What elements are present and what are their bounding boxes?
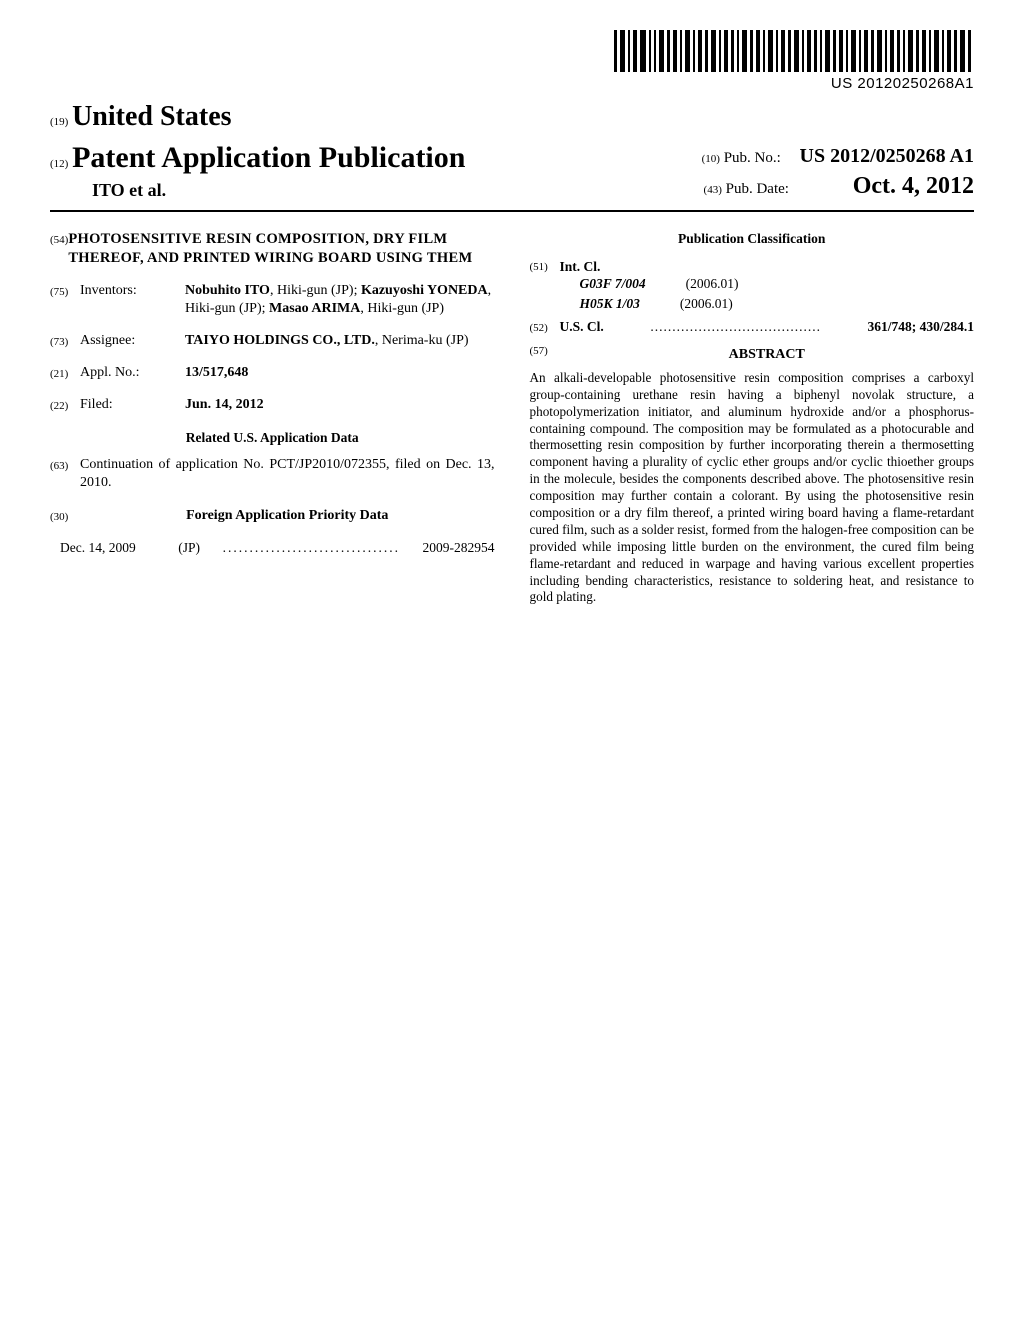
intcl2-code: H05K 1/03	[580, 295, 640, 313]
num57: (57)	[530, 342, 560, 370]
assignee-label: Assignee:	[80, 332, 185, 350]
uscl-dots: .......................................	[607, 318, 864, 336]
assignee-row: (73) Assignee: TAIYO HOLDINGS CO., LTD.,…	[50, 332, 495, 350]
intcl-row: (51) Int. Cl. G03F 7/004 (2006.01) H05K …	[530, 258, 975, 315]
foreign-number: 2009-282954	[422, 539, 494, 557]
pub-no-label: Pub. No.:	[724, 150, 781, 166]
num73: (73)	[50, 332, 80, 350]
num21: (21)	[50, 364, 80, 382]
foreign-header-row: (30) Foreign Application Priority Data	[50, 507, 495, 525]
barcode: US 20120250268A1	[614, 30, 974, 94]
foreign-date: Dec. 14, 2009	[60, 539, 136, 557]
num22: (22)	[50, 396, 80, 414]
intcl-block: Int. Cl. G03F 7/004 (2006.01) H05K 1/03 …	[560, 258, 739, 315]
foreign-header: Foreign Application Priority Data	[80, 507, 495, 525]
country-name: United States	[72, 101, 231, 132]
filed-value: Jun. 14, 2012	[185, 396, 495, 414]
num63: (63)	[50, 456, 80, 492]
pub-date-line: (43) Pub. Date: Oct. 4, 2012	[512, 171, 974, 202]
header-right: (10) Pub. No.: US 2012/0250268 A1 (43) P…	[512, 143, 974, 202]
assignee-value: TAIYO HOLDINGS CO., LTD., Nerima-ku (JP)	[185, 332, 495, 350]
barcode-svg	[614, 30, 974, 72]
header-section: (19) United States (12) Patent Applicati…	[50, 99, 974, 212]
inventors-label: Inventors:	[80, 282, 185, 318]
body-columns: (54) PHOTOSENSITIVE RESIN COMPOSITION, D…	[50, 230, 974, 606]
intcl1-year: (2006.01)	[686, 275, 739, 293]
intcl1-code: G03F 7/004	[580, 275, 646, 293]
left-column: (54) PHOTOSENSITIVE RESIN COMPOSITION, D…	[50, 230, 495, 606]
foreign-country: (JP)	[178, 539, 200, 557]
applno-label: Appl. No.:	[80, 364, 185, 382]
pub-class-header: Publication Classification	[530, 230, 975, 248]
uscl-value: 361/748; 430/284.1	[867, 318, 974, 336]
num12: (12)	[50, 158, 68, 170]
foreign-data-row: Dec. 14, 2009 (JP) .....................…	[50, 539, 495, 557]
uscl-label: U.S. Cl.	[560, 318, 604, 336]
applno-value: 13/517,648	[185, 364, 495, 382]
intcl-label: Int. Cl.	[560, 258, 620, 276]
intcl2-year: (2006.01)	[680, 295, 733, 313]
num43: (43)	[704, 184, 722, 196]
applno-row: (21) Appl. No.: 13/517,648	[50, 364, 495, 382]
num30: (30)	[50, 507, 80, 525]
pub-no-line: (10) Pub. No.: US 2012/0250268 A1	[512, 143, 974, 169]
continuation-text: Continuation of application No. PCT/JP20…	[80, 456, 495, 492]
intcl-1: G03F 7/004 (2006.01)	[580, 275, 739, 293]
pub-title-line: (12) Patent Application Publication	[50, 138, 512, 177]
num19: (19)	[50, 116, 68, 128]
related-header: Related U.S. Application Data	[50, 429, 495, 447]
abstract-text: An alkali-developable photosensitive res…	[530, 370, 975, 606]
intcl-2: H05K 1/03 (2006.01)	[580, 295, 739, 313]
num54: (54)	[50, 230, 68, 268]
foreign-dots: .................................	[223, 539, 400, 557]
num51: (51)	[530, 258, 560, 315]
uscl-row: (52) U.S. Cl. ..........................…	[530, 318, 975, 336]
pub-date-value: Oct. 4, 2012	[853, 173, 974, 199]
pub-title: Patent Application Publication	[72, 141, 465, 174]
filed-label: Filed:	[80, 396, 185, 414]
pub-date-label: Pub. Date:	[726, 181, 789, 197]
num52: (52)	[530, 319, 560, 335]
num75: (75)	[50, 282, 80, 318]
filed-row: (22) Filed: Jun. 14, 2012	[50, 396, 495, 414]
header-left: (19) United States (12) Patent Applicati…	[50, 99, 512, 202]
inventors-row: (75) Inventors: Nobuhito ITO, Hiki-gun (…	[50, 282, 495, 318]
patent-title: PHOTOSENSITIVE RESIN COMPOSITION, DRY FI…	[68, 230, 494, 268]
authors-line: ITO et al.	[50, 179, 512, 202]
barcode-text: US 20120250268A1	[614, 74, 974, 94]
title-row: (54) PHOTOSENSITIVE RESIN COMPOSITION, D…	[50, 230, 495, 268]
barcode-area: US 20120250268A1	[50, 30, 974, 94]
country-line: (19) United States	[50, 99, 512, 135]
pub-no-value: US 2012/0250268 A1	[800, 145, 974, 167]
inventors-value: Nobuhito ITO, Hiki-gun (JP); Kazuyoshi Y…	[185, 282, 495, 318]
right-column: Publication Classification (51) Int. Cl.…	[530, 230, 975, 606]
abstract-header: ABSTRACT	[560, 346, 975, 364]
num10: (10)	[702, 153, 720, 165]
continuation-row: (63) Continuation of application No. PCT…	[50, 456, 495, 492]
abstract-header-row: (57) ABSTRACT	[530, 342, 975, 370]
